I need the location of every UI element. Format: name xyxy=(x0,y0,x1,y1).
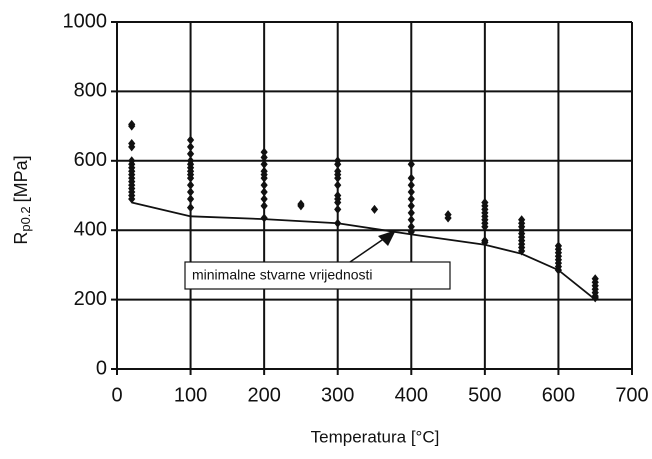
point xyxy=(128,119,136,129)
point xyxy=(260,201,268,211)
plot: 0 200 400 600 800 1000 0 100 200 300 400 500 600 700 xyxy=(63,10,649,406)
point xyxy=(260,194,268,204)
point xyxy=(260,159,268,169)
point xyxy=(186,173,195,183)
point xyxy=(186,135,195,145)
x-tick-label: 0 xyxy=(111,384,122,406)
point xyxy=(128,194,136,204)
x-tick-label: 100 xyxy=(174,384,207,406)
point xyxy=(407,159,415,169)
point xyxy=(481,222,489,232)
annotation-box xyxy=(184,261,451,290)
point xyxy=(297,201,305,211)
point xyxy=(481,237,489,247)
point xyxy=(260,187,268,197)
point xyxy=(370,204,379,214)
y-tick-label: 800 xyxy=(74,80,107,102)
point xyxy=(186,187,195,197)
point xyxy=(518,246,526,256)
point xyxy=(407,201,415,211)
y-axis-label: Rp0.2 [MPa] xyxy=(11,155,34,244)
point xyxy=(334,159,342,169)
y-tick-label: 400 xyxy=(74,218,107,240)
min-line xyxy=(131,201,596,301)
point xyxy=(186,180,195,190)
x-tick-label: 200 xyxy=(247,384,280,406)
point xyxy=(128,142,136,152)
point xyxy=(407,215,415,225)
y-label-base: R xyxy=(11,232,31,245)
annotation: minimalne stvarne vrijednosti xyxy=(192,267,373,283)
point xyxy=(186,203,195,213)
point xyxy=(186,142,195,152)
point xyxy=(260,147,268,157)
point xyxy=(260,173,268,183)
point xyxy=(260,152,268,162)
point xyxy=(591,293,599,303)
x-tick-label: 400 xyxy=(395,384,428,406)
x-tick-label: 300 xyxy=(321,384,354,406)
point xyxy=(334,197,342,207)
x-tick-label: 700 xyxy=(615,384,648,406)
x-tick-label: 600 xyxy=(542,384,575,406)
point xyxy=(334,204,342,214)
point xyxy=(334,180,342,190)
y-tick-label: 200 xyxy=(74,288,107,310)
point xyxy=(407,173,415,183)
x-tick-label: 500 xyxy=(468,384,501,406)
point xyxy=(260,180,268,190)
point xyxy=(407,194,415,204)
point xyxy=(334,173,342,183)
y-tick-label: 0 xyxy=(96,357,107,379)
point xyxy=(407,208,415,218)
y-tick-label: 600 xyxy=(74,149,107,171)
arrow-head xyxy=(378,230,396,246)
point xyxy=(186,149,195,159)
y-tick-label: 1000 xyxy=(63,10,108,32)
y-label-subscript: p0.2 xyxy=(18,206,33,231)
point xyxy=(407,180,415,190)
y-label-unit: [MPa] xyxy=(11,155,31,202)
point xyxy=(444,213,452,223)
point xyxy=(186,194,195,204)
x-axis-label: Temperatura [°C] xyxy=(311,427,440,446)
point xyxy=(407,222,415,232)
point xyxy=(407,187,415,197)
point xyxy=(260,213,268,223)
arrow-shaft xyxy=(349,237,386,263)
